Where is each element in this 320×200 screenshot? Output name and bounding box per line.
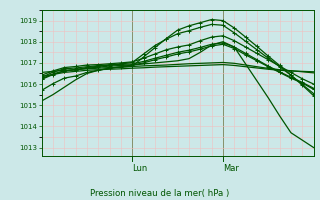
Text: Pression niveau de la mer( hPa ): Pression niveau de la mer( hPa ): [90, 189, 230, 198]
Text: Lun: Lun: [132, 164, 148, 173]
Text: Mar: Mar: [223, 164, 239, 173]
